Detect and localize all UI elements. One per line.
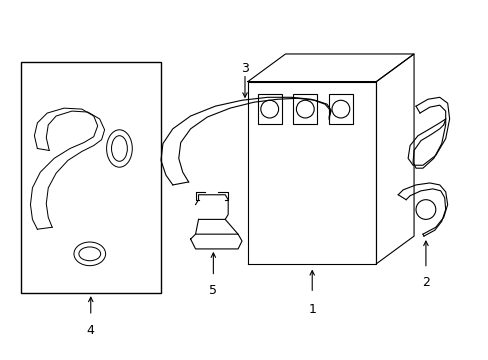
Text: 1: 1: [307, 303, 316, 316]
Text: 4: 4: [87, 324, 95, 337]
Text: 2: 2: [421, 276, 429, 289]
Text: 3: 3: [241, 62, 248, 75]
Text: 5: 5: [209, 284, 217, 297]
Bar: [20, 62, 161, 293]
